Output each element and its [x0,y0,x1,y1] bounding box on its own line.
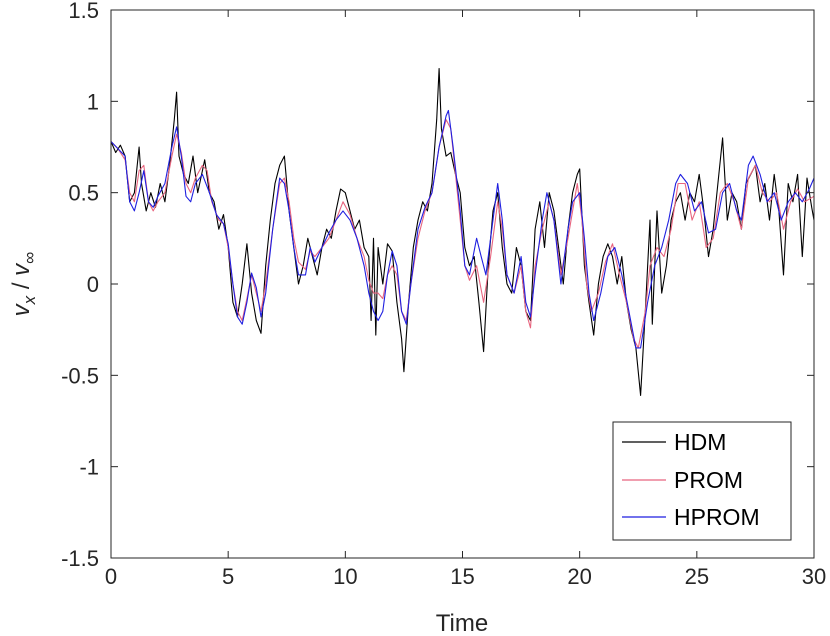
legend-label-prom: PROM [674,467,743,493]
x-tick-label: 10 [333,564,357,589]
x-axis-label: Time [436,610,488,636]
y-axis-label: vx / v∞ [8,252,39,317]
y-tick-label: 0 [87,272,99,297]
y-label-v: v [8,302,35,316]
y-tick-label: 1.5 [68,0,99,23]
series-line-hdm [110,67,815,396]
axis-layer: 0 5 10 15 20 25 30 -1.5 -1 -0.5 0 0.5 1 1.5 [61,0,826,589]
y-label-slash: / [8,276,35,296]
x-tick-label: 15 [450,564,474,589]
series-line-hprom [110,109,815,349]
series-layer [110,67,815,396]
y-label-sub-x: x [20,295,39,305]
x-tick-label: 30 [802,564,826,589]
legend-label-hdm: HDM [674,429,726,455]
x-tick-label: 5 [222,564,234,589]
y-tick-label: -0.5 [61,363,99,388]
y-tick-label: 1 [87,89,99,114]
x-tick-label: 20 [567,564,591,589]
y-tick-label: -1.5 [61,546,99,571]
x-tick-label: 25 [685,564,709,589]
y-tick-label: 0.5 [68,181,99,206]
plot-frame [110,9,815,559]
y-label-sub-inf: ∞ [20,252,39,264]
legend: HDM PROM HPROM [612,421,792,541]
x-tick-label: 0 [105,564,117,589]
y-tick-label: -1 [79,455,99,480]
legend-label-hprom: HPROM [674,504,760,530]
y-label-v2: v [8,262,35,276]
